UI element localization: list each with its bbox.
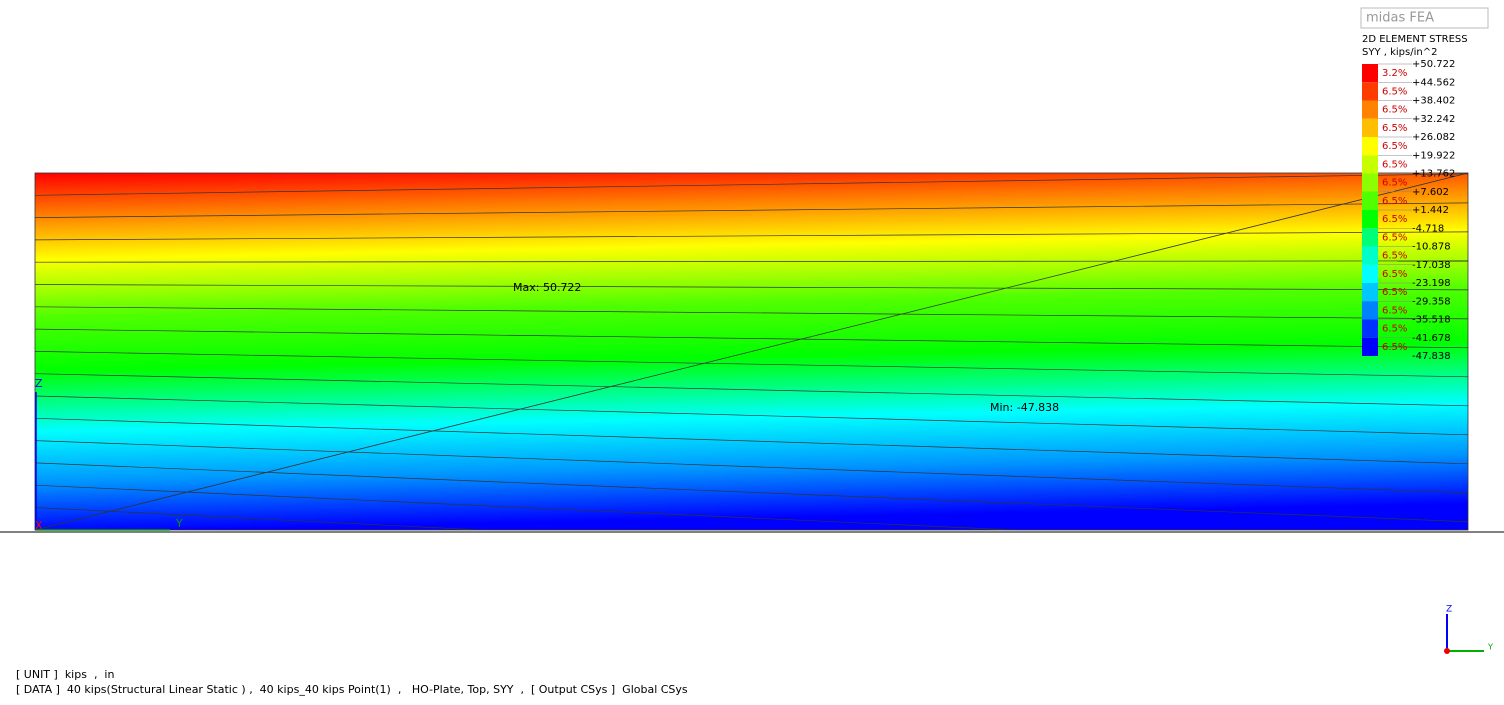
legend-tick: -41.678 <box>1412 333 1451 344</box>
contour-line <box>35 173 1468 196</box>
legend-tick: -47.838 <box>1412 351 1451 362</box>
legend-swatch <box>1362 210 1378 229</box>
min-label: Min: -47.838 <box>990 401 1059 414</box>
legend-percent: 6.5% <box>1382 305 1407 316</box>
contour-line <box>35 395 1468 436</box>
legend-swatch <box>1362 264 1378 283</box>
legend-tick: +7.602 <box>1412 187 1449 198</box>
legend-tick: -29.358 <box>1412 296 1451 307</box>
logo-box <box>1360 7 1489 29</box>
legend-tick: +26.082 <box>1412 132 1455 143</box>
contour-line <box>35 306 1468 320</box>
legend-swatch <box>1362 82 1378 101</box>
legend-percent: 6.5% <box>1382 251 1407 262</box>
contour-line <box>35 440 1468 494</box>
contour-line <box>35 260 1468 263</box>
legend-percent: 6.5% <box>1382 123 1407 134</box>
footer-data: [ DATA ] 40 kips(Structural Linear Stati… <box>16 683 688 696</box>
legend-percent: 3.2% <box>1382 68 1407 79</box>
legend-percent: 6.5% <box>1382 214 1407 225</box>
legend-percent: 6.5% <box>1382 105 1407 116</box>
legend-swatch <box>1362 301 1378 320</box>
max-label: Max: 50.722 <box>513 281 581 294</box>
legend-swatch <box>1362 155 1378 174</box>
legend-percent: 6.5% <box>1382 269 1407 280</box>
contour-line <box>35 284 1468 291</box>
legend-tick: +38.402 <box>1412 96 1455 107</box>
footer-unit: [ UNIT ] kips , in <box>16 668 114 681</box>
triad-y-label: Y <box>1487 643 1493 652</box>
legend-tick: +50.722 <box>1412 59 1455 70</box>
legend-swatch <box>1362 283 1378 302</box>
contour-line <box>35 373 1468 407</box>
contour-line <box>35 328 1468 349</box>
legend-subtitle: SYY , kips/in^2 <box>1362 47 1437 58</box>
triad-z-label: Z <box>1446 605 1452 615</box>
contour-line <box>35 231 1468 241</box>
legend-tick: +32.242 <box>1412 114 1455 125</box>
logo: midas FEA <box>1366 11 1434 26</box>
legend-tick: +13.762 <box>1412 169 1455 180</box>
z-label: Z <box>35 377 43 390</box>
plate-edge <box>34 172 1469 531</box>
legend-tick: +19.922 <box>1412 150 1455 161</box>
legend-swatch <box>1362 173 1378 192</box>
legend-percent: 6.5% <box>1382 324 1407 335</box>
contour-line <box>35 417 1468 465</box>
contour-line <box>35 507 489 530</box>
legend-tick: -10.878 <box>1412 242 1451 253</box>
legend-percent: 6.5% <box>1382 159 1407 170</box>
contour-line <box>35 351 1468 378</box>
legend-percent: 6.5% <box>1382 86 1407 97</box>
contour-line <box>35 484 1022 530</box>
legend-title: 2D ELEMENT STRESS <box>1362 34 1468 45</box>
legend-tick: -23.198 <box>1412 278 1451 289</box>
legend-tick: -4.718 <box>1412 223 1444 234</box>
legend-percent: 6.5% <box>1382 178 1407 189</box>
contour-line <box>35 202 1468 218</box>
legend-percent: 6.5% <box>1382 196 1407 207</box>
diagonal <box>34 172 1469 531</box>
triad-origin <box>1444 648 1450 654</box>
legend-swatch <box>1362 100 1378 119</box>
legend-tick: -17.038 <box>1412 260 1451 271</box>
legend-tick: -35.518 <box>1412 315 1451 326</box>
legend-percent: 6.5% <box>1382 232 1407 243</box>
legend-swatch <box>1362 191 1378 210</box>
legend-tick: +44.562 <box>1412 77 1455 88</box>
legend-percent: 6.5% <box>1382 287 1407 298</box>
x-label: X <box>35 519 43 532</box>
legend-swatch <box>1362 337 1378 356</box>
legend-swatch <box>1362 246 1378 265</box>
legend: 3.2% 6.5% 6.5% 6.5% 6.5% 6.5% 6.5% 6.5% 6.5% 6.5%… <box>1362 59 1455 362</box>
contour-line <box>35 462 1468 523</box>
legend-swatch <box>1362 64 1378 83</box>
legend-percent: 6.5% <box>1382 342 1407 353</box>
legend-percent: 6.5% <box>1382 141 1407 152</box>
legend-tick: +1.442 <box>1412 205 1449 216</box>
contour-lines <box>35 173 1468 530</box>
legend-swatch <box>1362 137 1378 156</box>
legend-swatch <box>1362 319 1378 338</box>
y-label: Y <box>175 517 183 530</box>
legend-swatch <box>1362 228 1378 247</box>
legend-swatch <box>1362 118 1378 137</box>
